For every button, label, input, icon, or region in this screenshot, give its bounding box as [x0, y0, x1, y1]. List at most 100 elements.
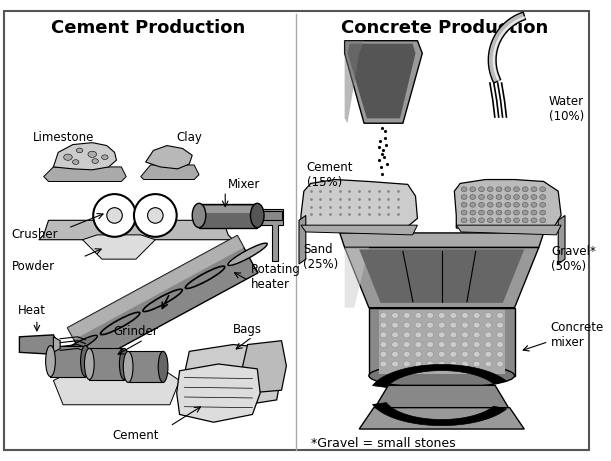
Ellipse shape	[380, 342, 387, 348]
Ellipse shape	[158, 351, 168, 383]
Polygon shape	[359, 249, 524, 303]
Ellipse shape	[392, 322, 398, 328]
Ellipse shape	[478, 195, 485, 200]
Circle shape	[134, 194, 177, 237]
Ellipse shape	[81, 346, 90, 377]
Ellipse shape	[380, 313, 387, 319]
Ellipse shape	[531, 202, 537, 207]
Text: Bags: Bags	[233, 323, 262, 336]
Text: *Gravel = small stones: *Gravel = small stones	[310, 437, 455, 450]
Ellipse shape	[514, 210, 519, 215]
Polygon shape	[359, 408, 524, 429]
Ellipse shape	[478, 202, 485, 207]
Ellipse shape	[392, 332, 398, 338]
Ellipse shape	[73, 160, 79, 165]
Ellipse shape	[426, 361, 433, 367]
Polygon shape	[345, 41, 422, 123]
Ellipse shape	[76, 148, 83, 153]
Ellipse shape	[540, 195, 546, 200]
Ellipse shape	[192, 203, 206, 228]
Ellipse shape	[438, 332, 445, 338]
Polygon shape	[67, 236, 244, 340]
Ellipse shape	[462, 342, 469, 348]
Polygon shape	[345, 248, 539, 307]
Ellipse shape	[462, 313, 469, 319]
Ellipse shape	[522, 187, 528, 192]
Ellipse shape	[415, 351, 422, 357]
Ellipse shape	[462, 332, 469, 338]
Polygon shape	[43, 167, 126, 182]
Ellipse shape	[461, 202, 467, 207]
Ellipse shape	[426, 313, 433, 319]
Ellipse shape	[403, 361, 410, 367]
Ellipse shape	[426, 342, 433, 348]
Polygon shape	[185, 344, 282, 407]
Ellipse shape	[497, 342, 503, 348]
Polygon shape	[301, 225, 417, 235]
Polygon shape	[128, 351, 163, 383]
Polygon shape	[488, 12, 525, 83]
Ellipse shape	[403, 332, 410, 338]
Ellipse shape	[474, 313, 480, 319]
Ellipse shape	[450, 332, 457, 338]
Ellipse shape	[123, 351, 133, 383]
Ellipse shape	[540, 202, 546, 207]
Ellipse shape	[496, 210, 502, 215]
Ellipse shape	[450, 351, 457, 357]
Text: Concrete Production: Concrete Production	[341, 19, 548, 37]
Ellipse shape	[426, 351, 433, 357]
Ellipse shape	[251, 203, 264, 228]
Ellipse shape	[438, 322, 445, 328]
Ellipse shape	[488, 195, 493, 200]
Ellipse shape	[505, 218, 511, 223]
Text: Clay: Clay	[177, 131, 202, 144]
Text: Powder: Powder	[12, 260, 55, 273]
Ellipse shape	[531, 210, 537, 215]
Ellipse shape	[505, 195, 511, 200]
Polygon shape	[373, 365, 507, 388]
Ellipse shape	[380, 332, 387, 338]
Ellipse shape	[496, 218, 502, 223]
Polygon shape	[558, 215, 565, 264]
Ellipse shape	[514, 195, 519, 200]
Ellipse shape	[438, 342, 445, 348]
Ellipse shape	[403, 342, 410, 348]
Ellipse shape	[497, 313, 503, 319]
Polygon shape	[67, 236, 258, 365]
Ellipse shape	[488, 218, 493, 223]
Ellipse shape	[415, 313, 422, 319]
Circle shape	[93, 194, 136, 237]
Ellipse shape	[474, 332, 480, 338]
Ellipse shape	[497, 322, 503, 328]
Polygon shape	[82, 235, 155, 259]
Ellipse shape	[488, 202, 493, 207]
Ellipse shape	[461, 195, 467, 200]
Ellipse shape	[415, 342, 422, 348]
Text: Cement
(15%): Cement (15%)	[307, 161, 353, 189]
Ellipse shape	[488, 187, 493, 192]
Ellipse shape	[380, 361, 387, 367]
Ellipse shape	[228, 243, 267, 266]
Ellipse shape	[415, 361, 422, 367]
Ellipse shape	[462, 351, 469, 357]
Polygon shape	[348, 44, 415, 118]
Ellipse shape	[485, 351, 492, 357]
Ellipse shape	[540, 218, 546, 223]
Ellipse shape	[474, 322, 480, 328]
Ellipse shape	[369, 364, 514, 388]
Ellipse shape	[92, 159, 98, 163]
Ellipse shape	[522, 218, 528, 223]
FancyBboxPatch shape	[4, 11, 589, 450]
Polygon shape	[177, 364, 260, 422]
Ellipse shape	[522, 210, 528, 215]
Polygon shape	[379, 310, 505, 374]
Ellipse shape	[505, 210, 511, 215]
Ellipse shape	[485, 342, 492, 348]
Polygon shape	[39, 220, 233, 240]
Ellipse shape	[403, 313, 410, 319]
Polygon shape	[89, 349, 124, 379]
Polygon shape	[257, 209, 284, 261]
Text: Mixer: Mixer	[228, 178, 260, 191]
Ellipse shape	[450, 342, 457, 348]
Text: Sand
(25%): Sand (25%)	[303, 243, 338, 271]
